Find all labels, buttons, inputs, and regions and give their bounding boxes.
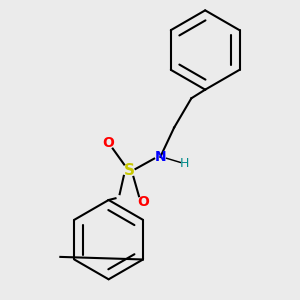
- Text: O: O: [103, 136, 115, 150]
- Text: O: O: [137, 195, 149, 209]
- Text: H: H: [180, 157, 189, 170]
- Text: N: N: [154, 150, 166, 164]
- Text: S: S: [124, 163, 135, 178]
